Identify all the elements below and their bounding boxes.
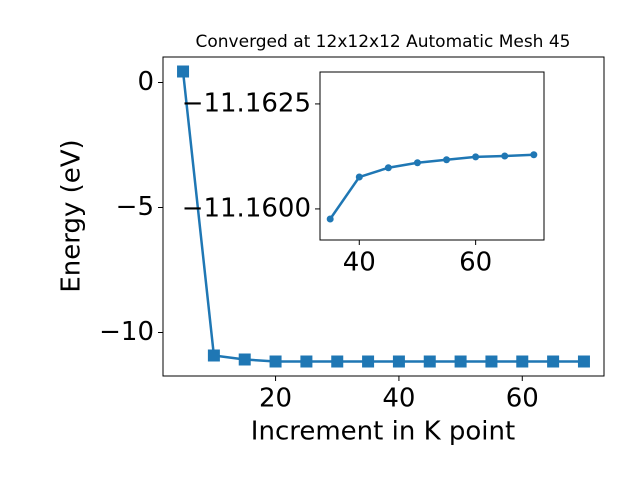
marker <box>300 355 313 368</box>
marker <box>362 355 375 368</box>
y-tick-label: −5 <box>116 192 154 222</box>
marker <box>207 349 220 362</box>
y-axis-label: Energy (eV) <box>57 139 87 292</box>
x-tick-label: 20 <box>259 384 292 414</box>
marker <box>177 65 190 78</box>
series-line <box>329 153 534 220</box>
marker <box>547 355 560 368</box>
marker <box>326 215 334 223</box>
y-tick-label: 0 <box>137 67 154 97</box>
x-axis-label: Increment in K point <box>251 417 515 447</box>
x-tick-label: 40 <box>343 248 376 278</box>
marker <box>392 355 405 368</box>
y-tick-label: −10 <box>99 317 154 347</box>
axes-frame <box>319 71 545 241</box>
marker <box>331 355 344 368</box>
marker <box>443 156 451 164</box>
marker <box>485 355 498 368</box>
axes-frame <box>162 56 605 377</box>
y-tick-label: −11.1625 <box>182 88 311 118</box>
marker <box>454 355 467 368</box>
chart-title: Converged at 12x12x12 Automatic Mesh 45 <box>196 32 571 52</box>
x-tick-label: 40 <box>382 384 415 414</box>
marker <box>384 164 392 172</box>
marker <box>501 152 509 160</box>
marker <box>238 353 251 366</box>
x-tick-label: 60 <box>459 248 492 278</box>
marker <box>530 151 538 159</box>
marker <box>516 355 529 368</box>
y-tick-label: −11.1600 <box>182 193 311 223</box>
marker <box>413 159 421 167</box>
marker <box>355 173 363 181</box>
x-tick-label: 60 <box>506 384 539 414</box>
marker <box>269 355 282 368</box>
marker <box>472 153 480 161</box>
marker <box>423 355 436 368</box>
marker <box>577 355 590 368</box>
